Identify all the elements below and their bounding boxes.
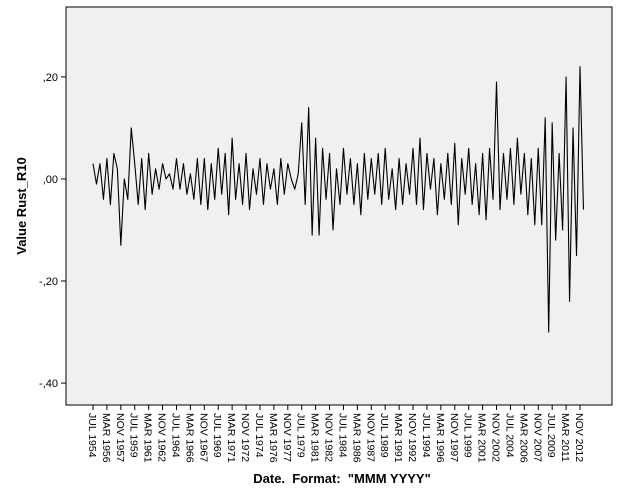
x-tick-label: NOV 2002	[490, 413, 502, 462]
x-tick-label: JUL 1964	[169, 413, 181, 458]
x-tick-label: NOV 1987	[364, 413, 376, 462]
x-tick-label: JUL 1959	[128, 413, 140, 458]
x-tick-label: MAR 2006	[517, 413, 529, 463]
y-tick-label: -,40	[39, 378, 58, 390]
x-tick-label: JUL 1989	[378, 413, 390, 458]
plot-area	[65, 6, 613, 406]
x-tick-label: JUL 1994	[420, 413, 432, 458]
x-tick-label: NOV 1977	[281, 413, 293, 462]
x-tick-label: MAR 1991	[392, 413, 404, 463]
x-tick-label: MAR 1976	[267, 413, 279, 463]
x-tick-label: MAR 1971	[225, 413, 237, 463]
x-tick-label: JUL 1969	[211, 413, 223, 458]
x-tick-label: NOV 2007	[531, 413, 543, 462]
x-tick-label: MAR 1986	[350, 413, 362, 463]
x-tick-label: MAR 1956	[100, 413, 112, 463]
x-tick-label: NOV 1967	[197, 413, 209, 462]
x-tick-label: NOV 1962	[156, 413, 168, 462]
x-tick-label: MAR 2001	[476, 413, 488, 463]
x-tick-label: JUL 1954	[86, 413, 98, 458]
x-axis-label: Date. Format: "MMM YYYY"	[253, 471, 431, 486]
x-tick-label: MAR 1961	[142, 413, 154, 463]
x-tick-label: JUL 1984	[336, 413, 348, 458]
y-tick-label: -,20	[39, 276, 58, 288]
x-tick-label: JUL 2009	[545, 413, 557, 458]
x-tick-label: MAR 1981	[309, 413, 321, 463]
x-tick-label: MAR 2011	[559, 413, 571, 462]
x-tick-label: JUL 1974	[253, 413, 265, 458]
y-tick-label: ,00	[43, 174, 58, 186]
x-tick-label: NOV 1972	[239, 413, 251, 462]
line-series	[92, 66, 585, 333]
x-tick-label: MAR 1996	[434, 413, 446, 463]
x-tick-label: JUL 1979	[295, 413, 307, 458]
x-tick-label: NOV 1997	[448, 413, 460, 462]
x-tick-label: NOV 1992	[406, 413, 418, 462]
x-tick-label: NOV 1982	[323, 413, 335, 462]
x-tick-label: JUL 1999	[462, 413, 474, 458]
x-tick-label: JUL 2004	[503, 413, 515, 458]
x-tick-label: NOV 2012	[573, 413, 585, 462]
x-tick-label: MAR 1966	[183, 413, 195, 463]
y-tick-label: ,20	[43, 72, 58, 84]
y-axis-label: Value Rust_R10	[14, 157, 29, 255]
x-tick-label: NOV 1957	[114, 413, 126, 462]
